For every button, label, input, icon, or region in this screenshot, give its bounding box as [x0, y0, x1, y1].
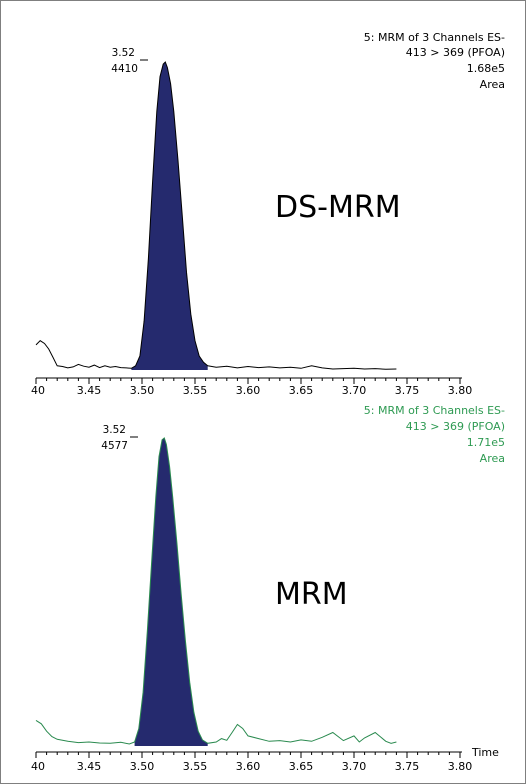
peak-label: 3.52 4410 [111, 47, 148, 75]
x-tick-label: 3.45 [77, 760, 102, 773]
chromatogram-trace [35, 61, 397, 370]
x-tick-label: 3.80 [448, 760, 473, 773]
peak-height-label: 4410 [111, 63, 138, 75]
method-label: DS-MRM [275, 190, 401, 225]
x-tick-label: 3.70 [342, 760, 367, 773]
chromatogram-trace [35, 437, 397, 745]
peak-time-label: 3.52 [112, 47, 135, 59]
plot-area [35, 61, 397, 370]
chromatogram-panel-ds-mrm: 5: MRM of 3 Channels ES- 413 > 369 (PFOA… [31, 31, 505, 397]
header-line-4: Area [480, 452, 505, 465]
plot-area [35, 437, 397, 746]
chromatogram-panel-mrm: 5: MRM of 3 Channels ES- 413 > 369 (PFOA… [31, 404, 505, 773]
x-axis: 40 3.45 3.50 3.55 3.60 3.65 3.70 3.75 3.80 [31, 751, 473, 773]
x-tick-label: 3.50 [130, 760, 155, 773]
x-tick-label: 3.80 [448, 384, 473, 397]
header-line-2: 413 > 369 (PFOA) [406, 46, 505, 59]
header-line-1: 5: MRM of 3 Channels ES- [364, 31, 505, 44]
peak-height-label: 4577 [101, 440, 128, 452]
header-line-3: 1.68e5 [467, 62, 505, 75]
x-tick-label: 3.60 [236, 384, 261, 397]
header-line-1: 5: MRM of 3 Channels ES- [364, 404, 505, 417]
header-line-4: Area [480, 78, 505, 91]
x-tick-label: 3.55 [183, 760, 208, 773]
panel-header: 5: MRM of 3 Channels ES- 413 > 369 (PFOA… [364, 31, 505, 91]
x-axis-title: Time [471, 746, 499, 759]
x-axis: 40 3.45 3.50 3.55 3.60 3.65 3.70 3.75 3.80 [31, 377, 473, 397]
peak-label: 3.52 4577 [101, 424, 138, 452]
x-tick-label: 3.50 [130, 384, 155, 397]
x-tick-label: 3.55 [183, 384, 208, 397]
x-tick-label: 3.75 [395, 760, 420, 773]
x-tick-label: 3.45 [77, 384, 102, 397]
header-line-2: 413 > 369 (PFOA) [406, 420, 505, 433]
x-tick-label: 3.65 [289, 760, 314, 773]
peak-area-fill [134, 438, 208, 746]
x-tick-label: 3.75 [395, 384, 420, 397]
x-tick-label: 3.65 [289, 384, 314, 397]
x-tick-label: 40 [31, 384, 45, 397]
peak-area-fill [131, 62, 208, 370]
x-tick-label: 3.70 [342, 384, 367, 397]
x-tick-label: 40 [31, 760, 45, 773]
x-tick-label: 3.60 [236, 760, 261, 773]
header-line-3: 1.71e5 [467, 436, 505, 449]
method-label: MRM [275, 577, 348, 612]
panel-header: 5: MRM of 3 Channels ES- 413 > 369 (PFOA… [364, 404, 505, 465]
peak-time-label: 3.52 [103, 424, 126, 436]
